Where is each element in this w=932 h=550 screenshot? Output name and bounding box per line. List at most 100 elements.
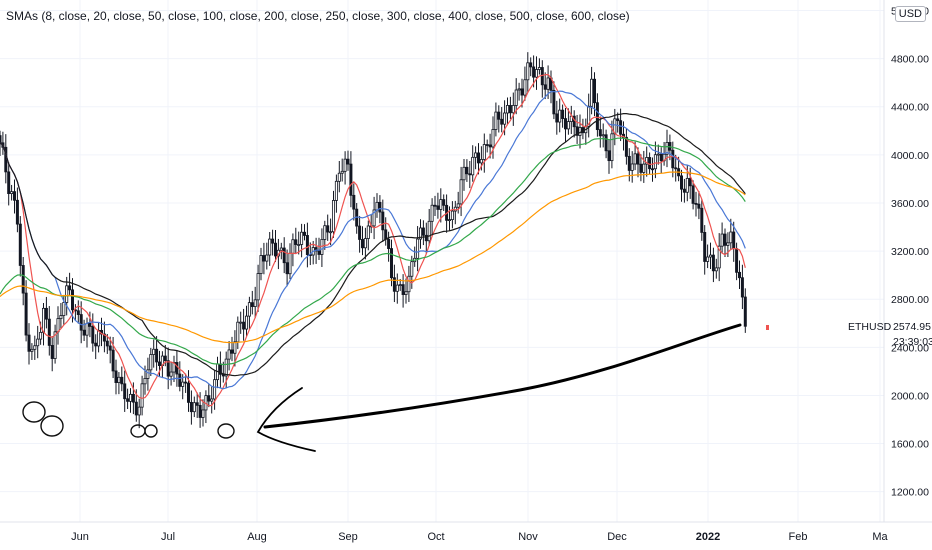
candle-body	[642, 163, 646, 173]
candle-body	[230, 349, 234, 354]
candle-body	[233, 341, 237, 354]
candle-body	[552, 89, 556, 115]
candle-body	[137, 406, 141, 416]
candle-body	[79, 314, 83, 331]
candle-body	[558, 109, 562, 123]
candle-body	[195, 402, 199, 406]
candle-body	[384, 229, 388, 240]
candle-body	[210, 398, 214, 402]
candle-body	[711, 254, 715, 272]
indicator-legend[interactable]: SMAs (8, close, 20, close, 50, close, 10…	[6, 9, 630, 23]
candle-body	[680, 175, 684, 190]
candle-body	[123, 383, 127, 400]
candle-body	[595, 102, 599, 131]
candle-body	[697, 203, 701, 209]
candle-body	[285, 262, 289, 275]
candle-body	[33, 345, 37, 350]
candle-body	[421, 227, 425, 236]
candle-body	[604, 134, 608, 152]
candle-body	[479, 159, 483, 164]
candle-body	[340, 170, 344, 174]
candle-body	[360, 239, 364, 249]
sma-line	[0, 171, 746, 344]
candle-body	[674, 167, 678, 170]
candle-body	[175, 362, 179, 375]
candle-body	[723, 233, 727, 246]
candle-body	[526, 62, 530, 81]
candle-body	[700, 207, 704, 233]
candle-body	[126, 398, 130, 402]
candle-body	[24, 292, 28, 336]
candle-body	[239, 321, 243, 324]
candle-body	[389, 248, 393, 279]
candle-body	[265, 254, 269, 262]
candle-body	[358, 225, 362, 240]
candle-body	[68, 285, 72, 291]
candle-body	[10, 191, 14, 194]
candle-body	[624, 136, 628, 157]
candle-body	[192, 402, 196, 413]
candle-body	[250, 302, 254, 307]
candle-body	[485, 144, 489, 146]
candle-body	[378, 201, 382, 213]
drawn-circle	[22, 401, 46, 423]
candle-body	[564, 118, 568, 130]
candle-body	[387, 238, 391, 249]
candle-body	[343, 158, 347, 172]
candle-body	[532, 66, 536, 78]
drawn-circle	[144, 424, 158, 438]
candle-body	[587, 105, 591, 127]
price-tick-label: 3200.00	[891, 246, 929, 258]
drawn-arrow	[256, 387, 316, 452]
candle-body	[259, 255, 263, 274]
candle-body	[401, 284, 405, 295]
candle-body	[323, 225, 327, 240]
candle-body	[656, 153, 660, 156]
candle-body	[198, 404, 202, 418]
candle-body	[465, 166, 469, 175]
price-axis-labels: 1200.00 1600.00 2000.00 2400.00 2800.00 3200.…	[891, 5, 929, 498]
candle-body	[514, 89, 518, 106]
candle-body	[146, 369, 150, 379]
candle-body	[717, 245, 721, 269]
candle-body	[439, 199, 443, 210]
candle-body	[363, 238, 367, 249]
candle-body	[427, 220, 431, 242]
currency-selector[interactable]: USD	[894, 6, 926, 22]
candle-body	[65, 285, 69, 303]
candle-body	[329, 231, 333, 234]
candle-body	[244, 315, 248, 330]
candle-body	[186, 382, 190, 403]
candle-body	[714, 267, 718, 272]
candle-body	[334, 180, 338, 201]
candle-body	[523, 79, 527, 96]
time-tick-label: Nov	[518, 531, 538, 543]
candle-body	[505, 105, 509, 114]
price-tick-label: 1600.00	[891, 439, 929, 451]
candle-body	[18, 223, 22, 266]
candle-body	[242, 321, 246, 330]
candle-body	[706, 256, 710, 262]
drawn-circle	[130, 424, 146, 438]
candle-body	[694, 202, 698, 205]
candle-body	[639, 163, 643, 173]
candle-body	[590, 78, 594, 107]
candle-body	[685, 177, 689, 193]
candle-body	[447, 219, 451, 222]
candle-body	[372, 209, 376, 227]
candle-body	[163, 355, 167, 362]
candle-body	[598, 129, 602, 137]
candle-body	[561, 109, 565, 119]
time-tick-label: 2022	[696, 531, 720, 543]
time-tick-label: Dec	[607, 531, 627, 543]
candle-body	[601, 134, 605, 137]
sma-line	[0, 73, 746, 407]
sma-line	[0, 90, 746, 390]
last-price-label: 2574.95	[893, 321, 931, 333]
candle-body	[659, 153, 663, 162]
time-tick-label: Aug	[247, 531, 267, 543]
candle-body	[703, 232, 707, 262]
candle-body	[503, 112, 507, 125]
candle-body	[7, 171, 11, 194]
